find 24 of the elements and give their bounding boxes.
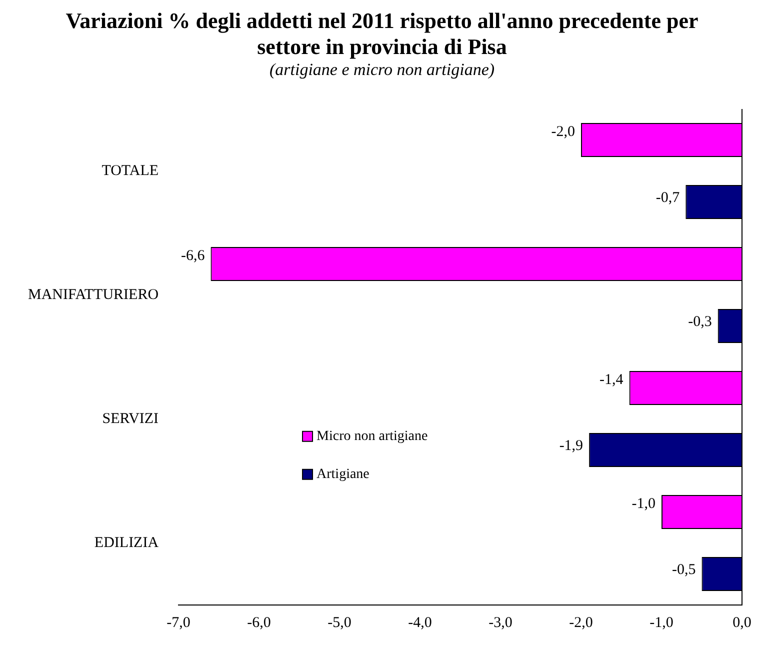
y-tick-label: SERVIZI (102, 410, 159, 427)
y-tick-label: EDILIZIA (94, 534, 159, 551)
y-tick-label: MANIFATTURIERO (28, 286, 159, 303)
legend-label: Artigiane (316, 467, 370, 482)
x-tick-label: -7,0 (166, 614, 190, 631)
data-label: -1,4 (600, 372, 624, 388)
chart-title: Variazioni % degli addetti nel 2011 rispetto all'anno precedente per settore in provincia di Pisa (64, 8, 700, 60)
data-label: -0,5 (672, 562, 696, 578)
x-tick-label: -6,0 (247, 614, 271, 631)
x-tick-label: -4,0 (408, 614, 432, 631)
x-tick-label: -5,0 (328, 614, 352, 631)
x-tick-label: -2,0 (569, 614, 593, 631)
x-tick-label: -3,0 (488, 614, 512, 631)
x-tick-label: -1,0 (650, 614, 674, 631)
data-label: -1,9 (559, 438, 584, 454)
data-label: -6,6 (181, 248, 206, 264)
y-tick-label: TOTALE (102, 162, 159, 179)
data-label: -0,7 (656, 190, 680, 206)
data-label: -1,0 (632, 496, 656, 512)
data-label: -0,3 (688, 314, 712, 330)
legend-label: Micro non artigiane (316, 429, 428, 444)
x-tick-label: 0,0 (732, 614, 752, 631)
data-label: -2,0 (551, 124, 576, 140)
chart-subtitle: (artigiane e micro non artigiane) (268, 60, 496, 80)
